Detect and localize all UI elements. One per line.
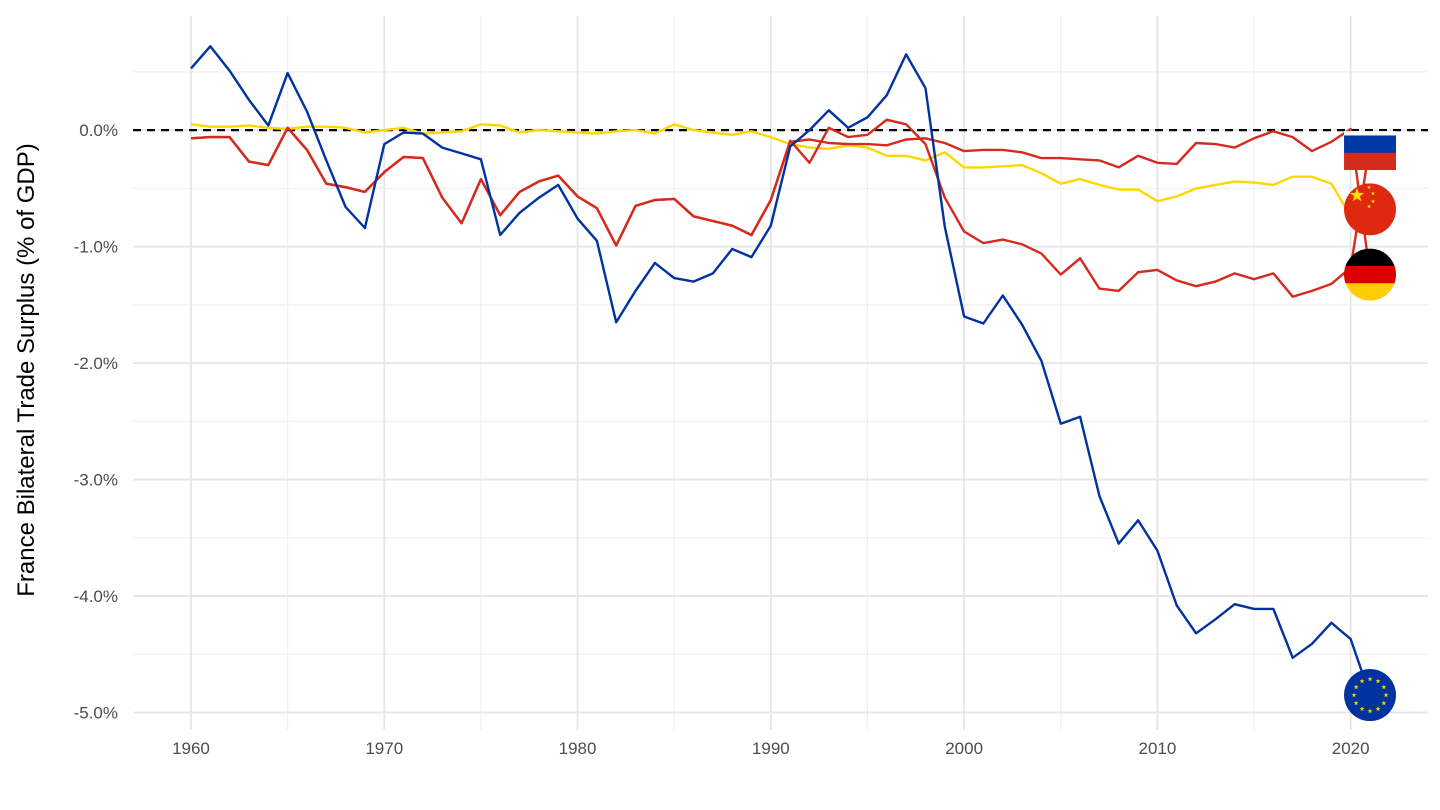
series-layer [190,45,1372,696]
eu-flag-icon [1344,669,1397,722]
x-tick-label: 2020 [1332,739,1370,758]
y-tick-label: -1.0% [74,238,118,257]
x-tick-label: 1970 [365,739,403,758]
series-line-eu [190,45,1372,696]
y-axis-title: France Bilateral Trade Surplus (% of GDP… [13,143,40,597]
x-tick-label: 1980 [559,739,597,758]
series-line-germany [190,126,1372,275]
y-tick-label: -2.0% [74,354,118,373]
china-flag-icon [1344,183,1397,236]
x-tick-label: 2000 [945,739,983,758]
series-line-china [190,123,1371,218]
x-tick-label: 1990 [752,739,790,758]
y-axis-tick-labels: 0.0% -1.0% -2.0% -3.0% -4.0% -5.0% [74,121,118,722]
end-markers [1344,131,1397,722]
major-grid [133,16,1428,730]
x-tick-label: 2010 [1138,739,1176,758]
y-tick-label: -4.0% [74,587,118,606]
x-tick-label: 1960 [172,739,210,758]
y-tick-label: -3.0% [74,471,118,490]
series-line-russia [190,118,1372,298]
minor-grid [133,16,1428,730]
y-tick-label: 0.0% [79,121,118,140]
germany-flag-icon [1344,248,1397,301]
y-tick-label: -5.0% [74,704,118,723]
russia-flag-icon [1344,131,1397,171]
x-axis-tick-labels: 1960 1970 1980 1990 2000 2010 2020 [172,739,1370,758]
